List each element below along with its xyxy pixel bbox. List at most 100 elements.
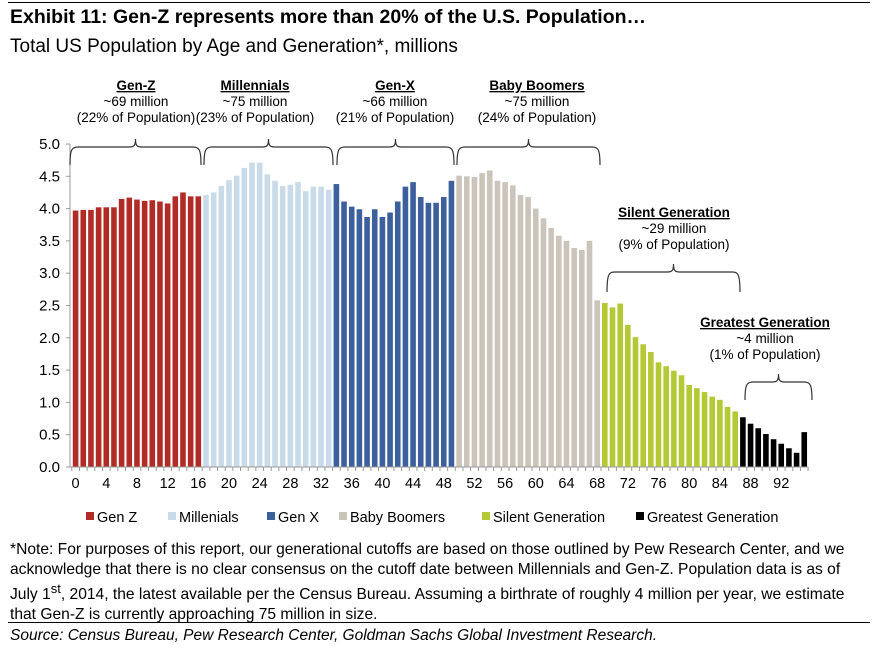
bar xyxy=(625,324,631,467)
bar xyxy=(786,448,792,467)
x-tick-label: 4 xyxy=(102,476,110,492)
bar xyxy=(463,176,470,468)
footnote-part1: *Note: For purposes of this report, our … xyxy=(10,541,845,604)
x-tick-label: 80 xyxy=(681,476,697,492)
bar xyxy=(632,337,639,467)
x-tick-label: 48 xyxy=(436,476,452,492)
annotation-brace xyxy=(606,263,741,293)
bar xyxy=(379,216,386,467)
bar xyxy=(341,201,347,467)
annotation-brace xyxy=(744,373,813,401)
annotation-line: (22% of Population) xyxy=(77,110,196,125)
bar xyxy=(579,249,585,467)
bar xyxy=(279,185,286,468)
x-tick-label: 64 xyxy=(558,476,574,492)
annotation-line: (21% of Population) xyxy=(336,110,455,125)
legend-swatch xyxy=(482,512,490,520)
x-tick-label: 52 xyxy=(466,476,482,492)
bar xyxy=(103,207,110,468)
annotation-line: (1% of Population) xyxy=(709,347,820,362)
bar xyxy=(533,208,539,467)
bar xyxy=(394,201,401,467)
y-tick-label: 1.5 xyxy=(39,362,60,379)
annotation-title: Gen-Z xyxy=(117,78,156,93)
annotation-brace xyxy=(456,138,601,166)
y-tick-label: 0.0 xyxy=(39,459,60,476)
legend-swatch xyxy=(339,512,347,520)
x-tick-label: 84 xyxy=(712,476,728,492)
top-rule xyxy=(8,2,870,3)
bar xyxy=(425,202,432,467)
footnote-part2: , 2014, the latest available per the Cen… xyxy=(10,586,845,623)
bar xyxy=(172,196,179,468)
y-tick-label: 1.0 xyxy=(39,394,60,411)
x-tick-label: 88 xyxy=(742,476,758,492)
bar xyxy=(318,186,324,468)
bar xyxy=(694,388,700,467)
bar xyxy=(548,227,554,467)
bar xyxy=(241,167,248,468)
bar xyxy=(686,384,692,467)
legend-swatch xyxy=(168,512,176,520)
annotation-line: ~75 million xyxy=(223,94,288,109)
bar xyxy=(72,210,79,467)
bar xyxy=(210,192,217,467)
exhibit-title: Exhibit 11: Gen-Z represents more than 2… xyxy=(10,6,647,28)
x-tick-label: 72 xyxy=(620,476,636,492)
bar xyxy=(157,201,163,467)
bar xyxy=(471,176,478,468)
bar xyxy=(701,392,708,467)
annotation-line: ~4 million xyxy=(736,331,793,346)
annotation-line: ~69 million xyxy=(104,94,169,109)
bar xyxy=(203,195,209,467)
annotation-line: ~75 million xyxy=(505,94,570,109)
y-tick-label: 2.0 xyxy=(39,330,60,347)
bar xyxy=(218,185,225,468)
bar xyxy=(678,375,685,467)
bar xyxy=(118,198,125,467)
bar xyxy=(609,307,616,467)
bar xyxy=(747,423,754,467)
x-tick-label: 28 xyxy=(282,476,298,492)
x-tick-label: 32 xyxy=(313,476,329,492)
annotation-line: (9% of Population) xyxy=(618,237,729,252)
annotation-title: Millennials xyxy=(220,78,289,93)
population-bar-chart: 0.00.51.01.52.02.53.03.54.04.55.00 4 8 12 16… xyxy=(39,78,830,526)
x-tick-label: 68 xyxy=(589,476,605,492)
bar xyxy=(387,212,393,467)
bar xyxy=(433,202,439,467)
bar xyxy=(486,170,493,467)
bar xyxy=(310,186,317,468)
annotation-title: Gen-X xyxy=(375,78,415,93)
legend-label: Greatest Generation xyxy=(647,510,778,526)
bar xyxy=(740,417,746,467)
x-tick-label: 60 xyxy=(528,476,544,492)
bar xyxy=(556,235,562,467)
y-tick-label: 5.0 xyxy=(39,136,60,153)
bar xyxy=(325,189,332,467)
x-tick-label: 36 xyxy=(344,476,360,492)
bar xyxy=(440,196,447,468)
legend-label: Silent Generation xyxy=(493,510,605,526)
bar xyxy=(95,207,102,468)
bar xyxy=(141,200,148,467)
x-tick-label: 76 xyxy=(650,476,666,492)
bar xyxy=(88,209,94,467)
y-tick-label: 2.5 xyxy=(39,298,60,315)
bar xyxy=(333,184,340,467)
bar xyxy=(233,175,240,468)
bar xyxy=(517,195,524,467)
bar xyxy=(525,196,531,468)
bar xyxy=(356,209,363,467)
x-tick-label: 92 xyxy=(773,476,789,492)
bar xyxy=(256,162,263,467)
bar xyxy=(195,196,202,468)
bar xyxy=(778,443,785,467)
bar xyxy=(793,452,800,467)
bar xyxy=(640,344,646,467)
bar xyxy=(663,366,669,467)
bar xyxy=(164,203,171,467)
bottom-rule xyxy=(8,622,870,623)
x-tick-label: 20 xyxy=(221,476,237,492)
